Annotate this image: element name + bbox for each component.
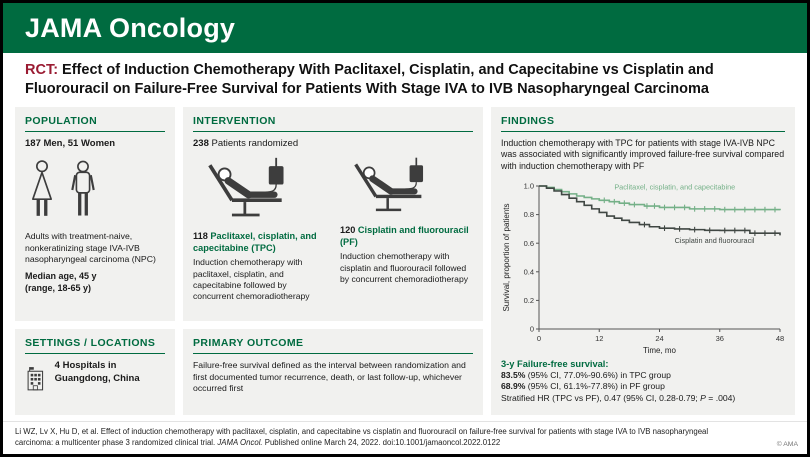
tpc-result: 83.5% (95% CI, 77.0%-90.6%) in TPC group bbox=[501, 370, 785, 382]
results-heading: 3-y Failure-free survival: bbox=[501, 358, 609, 369]
svg-text:24: 24 bbox=[655, 334, 663, 343]
population-counts: 187 Men, 51 Women bbox=[25, 137, 116, 149]
infusion-chair-icon bbox=[208, 158, 284, 217]
citation-doi: Published online March 24, 2022. doi:10.… bbox=[262, 438, 501, 448]
svg-text:1.0: 1.0 bbox=[524, 181, 534, 190]
svg-text:0: 0 bbox=[530, 324, 534, 333]
tpc-result-text: (95% CI, 77.0%-90.6%) in TPC group bbox=[525, 369, 671, 380]
intervention-panel: INTERVENTION 238 Patients randomized bbox=[183, 106, 483, 322]
journal-title: JAMA Oncology bbox=[25, 12, 236, 43]
svg-text:Survival, proportion of patien: Survival, proportion of patients bbox=[502, 203, 511, 311]
primary-outcome-panel: PRIMARY OUTCOME Failure-free survival de… bbox=[183, 329, 483, 416]
tpc-result-value: 83.5% bbox=[501, 369, 526, 380]
population-figures bbox=[27, 157, 163, 223]
settings-text: 4 Hospitals in Guangdong, China bbox=[54, 360, 140, 384]
svg-text:Time, mo: Time, mo bbox=[643, 346, 677, 355]
woman-icon bbox=[32, 160, 53, 217]
pf-description: Induction chemotherapy with cisplatin an… bbox=[340, 251, 469, 284]
svg-text:0.6: 0.6 bbox=[524, 238, 534, 247]
population-description: Adults with treatment-naive, nonkeratini… bbox=[25, 231, 156, 265]
svg-text:0.2: 0.2 bbox=[524, 296, 534, 305]
age-range: (range, 18-65 y) bbox=[25, 282, 92, 293]
svg-text:36: 36 bbox=[716, 334, 724, 343]
pf-count: 120 bbox=[340, 225, 356, 236]
primary-outcome-text: Failure-free survival defined as the int… bbox=[193, 360, 466, 394]
settings-panel: SETTINGS / LOCATIONS 4 Hospitals in Guan… bbox=[15, 329, 175, 416]
tpc-arm-name: 118 Paclitaxel, cisplatin, and capecitab… bbox=[193, 231, 326, 254]
primary-outcome-heading: PRIMARY OUTCOME bbox=[193, 337, 473, 355]
svg-text:Paclitaxel, cisplatin, and cap: Paclitaxel, cisplatin, and capecitabine bbox=[614, 182, 735, 191]
median-age-block: Median age, 45 y (range, 18-65 y) bbox=[25, 271, 165, 295]
copyright-notice: © AMA bbox=[776, 441, 798, 448]
svg-text:12: 12 bbox=[595, 334, 603, 343]
population-heading: POPULATION bbox=[25, 115, 165, 132]
svg-text:Cisplatin and fluorouracil: Cisplatin and fluorouracil bbox=[675, 236, 755, 245]
svg-text:0.8: 0.8 bbox=[524, 210, 534, 219]
right-column: FINDINGS Induction chemotherapy with TPC… bbox=[491, 106, 795, 416]
kaplan-meier-chart: 0 0.2 0.4 0.6 0.8 1.0 0 12 24 36 48 Time, mo Surviva… bbox=[502, 181, 784, 355]
p-value: = .004) bbox=[705, 392, 736, 403]
hospital-icon bbox=[27, 367, 44, 391]
intervention-heading: INTERVENTION bbox=[193, 115, 473, 132]
randomized-line: 238 Patients randomized bbox=[193, 138, 473, 151]
citation: Li WZ, Lv X, Hu D, et al. Effect of indu… bbox=[15, 427, 737, 449]
tpc-description: Induction chemotherapy with paclitaxel, … bbox=[193, 257, 310, 302]
hr-text: Stratified HR (TPC vs PF), 0.47 (95% CI,… bbox=[501, 392, 701, 403]
middle-column: INTERVENTION 238 Patients randomized bbox=[183, 106, 483, 416]
median-age: Median age, 45 y bbox=[25, 270, 97, 281]
article-title-text: Effect of Induction Chemotherapy With Pa… bbox=[25, 62, 714, 97]
study-type-tag: RCT: bbox=[25, 62, 59, 78]
tpc-label: Paclitaxel, cisplatin, and capecitabine … bbox=[193, 231, 317, 253]
pf-result: 68.9% (95% CI, 61.1%-77.8%) in PF group bbox=[501, 381, 785, 393]
citation-footer: Li WZ, Lv X, Hu D, et al. Effect of indu… bbox=[3, 421, 807, 454]
randomized-text: Patients randomized bbox=[208, 137, 299, 149]
findings-summary: Induction chemotherapy with TPC for pati… bbox=[501, 137, 785, 171]
population-panel: POPULATION 187 Men, 51 Women bbox=[15, 106, 175, 322]
pf-result-text: (95% CI, 61.1%-77.8%) in PF group bbox=[525, 381, 665, 392]
content-grid: POPULATION 187 Men, 51 Women bbox=[3, 104, 807, 422]
citation-journal: JAMA Oncol. bbox=[217, 438, 263, 448]
hazard-ratio-result: Stratified HR (TPC vs PF), 0.47 (95% CI,… bbox=[501, 393, 785, 405]
man-icon bbox=[71, 160, 95, 216]
svg-text:0: 0 bbox=[537, 334, 541, 343]
tpc-count: 118 bbox=[193, 231, 208, 242]
pf-label: Cisplatin and fluorouracil (PF) bbox=[340, 225, 469, 247]
left-column: POPULATION 187 Men, 51 Women bbox=[15, 106, 175, 416]
infusion-chair-icon bbox=[354, 157, 424, 212]
tpc-arm: 118 Paclitaxel, cisplatin, and capecitab… bbox=[193, 156, 326, 302]
svg-text:48: 48 bbox=[776, 334, 784, 343]
settings-heading: SETTINGS / LOCATIONS bbox=[25, 337, 165, 355]
randomized-count: 238 bbox=[193, 137, 209, 149]
p-symbol: P bbox=[700, 392, 706, 403]
article-title: RCT: Effect of Induction Chemotherapy Wi… bbox=[3, 53, 807, 104]
svg-text:0.4: 0.4 bbox=[524, 267, 534, 276]
pf-result-value: 68.9% bbox=[501, 381, 526, 392]
findings-heading: FINDINGS bbox=[501, 115, 785, 132]
pf-arm-name: 120 Cisplatin and fluorouracil (PF) bbox=[340, 225, 473, 248]
findings-panel: FINDINGS Induction chemotherapy with TPC… bbox=[491, 106, 795, 416]
citation-text: Li WZ, Lv X, Hu D, et al. Effect of indu… bbox=[15, 427, 709, 448]
pf-arm: 120 Cisplatin and fluorouracil (PF) Indu… bbox=[340, 156, 473, 302]
journal-masthead: JAMA Oncology bbox=[3, 3, 807, 53]
